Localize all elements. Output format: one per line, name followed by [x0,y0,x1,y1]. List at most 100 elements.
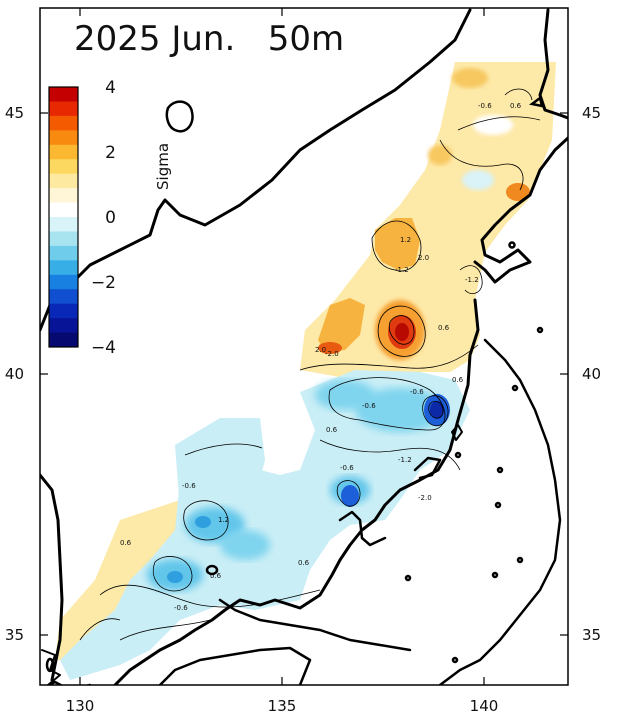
colorbar-frame [48,86,79,348]
colorbar-swatch [49,130,78,146]
island-rebun [529,95,544,108]
colorbar-swatches [49,87,78,348]
coast-hokkaido-west [473,136,568,284]
colorbar-swatch [49,260,78,276]
contour-label: 0.6 [210,572,222,580]
contour-label: -1.2 [398,456,412,464]
island-izu-8 [451,656,459,664]
colorbar-swatch [49,87,78,102]
cyan-patch-6 [220,530,270,560]
axis-ticks [40,8,568,685]
red-core-1-inner [395,323,409,341]
contour-label: 0.6 [298,559,310,567]
colorbar-swatch [49,245,78,261]
contour-label: -0.6 [410,388,424,396]
y-tick-label: 45 [5,104,24,122]
contour-label: -0.6 [182,482,196,490]
colorbar-swatch [49,289,78,305]
x-tick-label: 140 [470,697,499,715]
pale-patch-2 [462,170,494,190]
colorbar-swatch [49,159,78,175]
colorbar: 4 2 0 −2 −4 Sigma [48,78,172,358]
island-oki [205,564,219,576]
colorbar-tick-label: −4 [91,338,116,358]
orange-patch-1 [375,218,420,270]
island-tobi [454,451,462,459]
contour-label: 1.2 [400,236,411,244]
contour-label: -2.0 [418,494,432,502]
contour-label: 2.0 [418,254,429,262]
coast-noto [413,456,442,480]
colorbar-tick-label: 4 [105,78,116,98]
island-izu-4 [494,501,502,509]
colorbar-swatch [49,274,78,290]
colorbar-swatch [49,231,78,247]
y-axis-labels-left: 45 40 35 [5,104,24,644]
coastlines [40,8,568,685]
island-izu-7 [404,574,412,582]
colorbar-swatch [49,202,78,218]
y-tick-label: 40 [5,365,24,383]
coast-pacific [438,338,562,685]
orange-patch-2 [318,298,365,352]
colorbar-tick-label: 0 [105,208,116,228]
y-tick-label: 35 [582,626,601,644]
y-tick-label: 40 [582,365,601,383]
y-tick-label: 45 [582,104,601,122]
colorbar-tick-label: 2 [105,143,116,163]
contour-label: -1.2 [395,266,409,274]
island-izu-2 [511,384,519,392]
map-title: 2025 Jun. 50m [74,19,344,59]
colorbar-title: Sigma [154,143,172,190]
y-tick-label: 35 [5,626,24,644]
x-tick-label: 130 [66,697,95,715]
cyan-patch-1 [355,388,445,432]
orange-patch-6 [452,68,488,88]
blue-core-4 [167,571,183,583]
colorbar-swatch [49,173,78,189]
colorbar-swatch [49,332,78,348]
contour-label: 1.2 [218,516,229,524]
colorbar-swatch [49,318,78,334]
island-izu-6 [491,571,499,579]
colorbar-swatch [49,144,78,160]
contour-lines [79,88,541,641]
x-axis-labels: 130 135 140 [66,697,499,715]
colorbar-tick-label: −2 [91,273,116,293]
contour-label: -0.6 [362,402,376,410]
coast-mainland [40,8,472,332]
coast-sado [451,424,463,441]
plot-frame [39,7,569,686]
island-okushiri [508,241,516,249]
colorbar-swatch [49,217,78,232]
field-positive-base [300,62,556,380]
contour-label: -0.6 [478,102,492,110]
contour-label: 0.6 [510,102,522,110]
y-axis-labels-right: 45 40 35 [582,104,601,644]
orange-patch-7 [428,145,452,165]
island-tsushima [45,657,55,673]
islands [45,95,544,673]
island-izu-5 [516,556,524,564]
colorbar-swatch [49,303,78,319]
contour-labels: -0.6 0.6 1.2 -1.2 2.0 -2.0 0.6 -0.6 -0.6… [120,102,522,612]
orange-patch-5 [318,342,342,354]
island-lake [165,100,194,133]
blue-core-3 [195,516,211,528]
island-izu-1 [536,326,544,334]
coast-inland [218,598,412,652]
contour-label: 2.0 [315,346,326,354]
anomaly-field [55,62,556,680]
contour-label: -0.6 [340,464,354,472]
colorbar-swatch [49,188,78,204]
contour-label: -1.2 [465,276,479,284]
island-izu-3 [496,466,504,474]
blue-core-1-inner [430,401,444,419]
colorbar-swatch [49,101,78,117]
contour-label: -2.0 [325,350,339,358]
colorbar-swatch [49,115,78,131]
coast-hokkaido [538,8,568,120]
contour-label: 0.6 [438,324,450,332]
contour-label: 0.6 [326,426,338,434]
coast-korea-east [40,473,64,682]
